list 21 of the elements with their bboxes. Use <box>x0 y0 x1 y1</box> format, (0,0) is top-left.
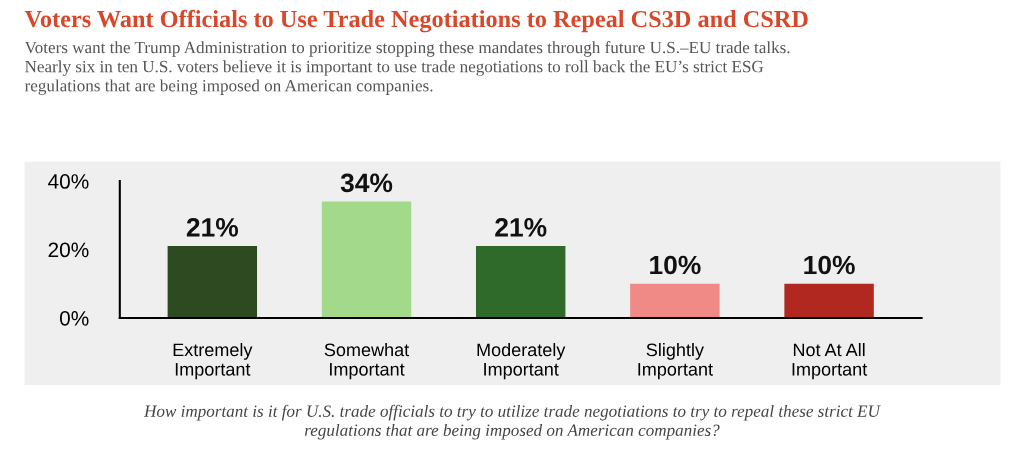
text: How important is it for U.S. trade officials to try to utilize trade negotiations to try to repeal these strict EU regulations that are being imposed on American companies? <box>143 404 881 440</box>
x-tick-label: Not At All Important <box>792 342 868 380</box>
bar <box>475 246 566 318</box>
y-tick-label: 20% <box>48 242 89 258</box>
bar <box>321 201 412 318</box>
y-tick-label: 40% <box>48 174 89 189</box>
bar <box>167 246 258 318</box>
chart-subtitle: Voters want the Trump Administration to prioritize stopping these mandates through future U.S.–EU trade talks. Nearly six in ten U.S. voters believe it is important to use trade negotiations to roll back the EU’s strict ESG regulations that are being imposed on American companies. <box>24 41 790 95</box>
bar <box>630 283 720 318</box>
chart-title: Voters Want Officials to Use Trade Negotiations to Repeal CS3D and CSRD <box>24 9 808 33</box>
x-tick-label: Somewhat Important <box>324 342 410 380</box>
x-tick-label: Extremely Important <box>173 342 253 380</box>
data-label: 21% <box>186 218 239 237</box>
data-label: 10% <box>650 255 701 275</box>
data-label: 21% <box>495 218 547 237</box>
bar <box>784 283 874 318</box>
y-tick-label: 0% <box>59 310 89 326</box>
data-label: 34% <box>340 173 393 193</box>
x-tick-label: Moderately Important <box>477 342 566 380</box>
data-label: 10% <box>804 255 855 275</box>
x-tick-label: Slightly Important <box>638 342 713 380</box>
